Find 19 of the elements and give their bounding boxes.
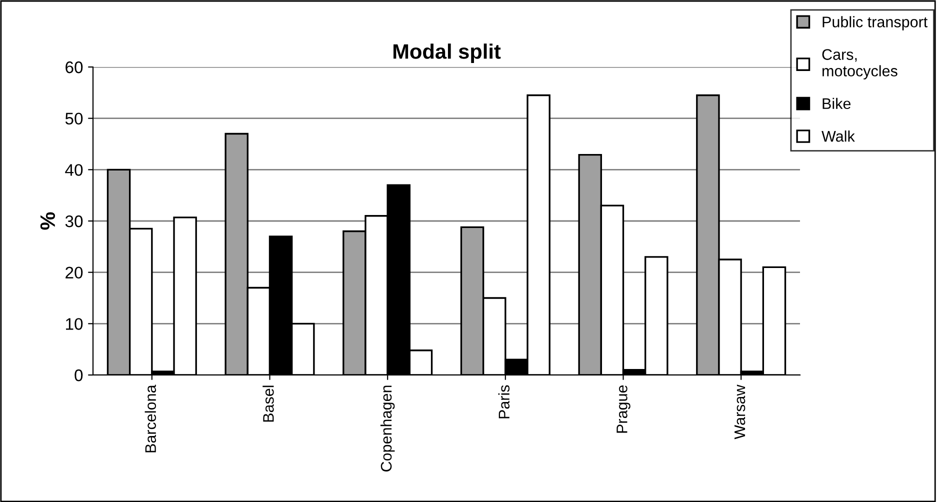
- x-tick-label: Copenhagen: [380, 386, 395, 472]
- y-tick-label: 50: [65, 112, 83, 125]
- chart-title: Modal split: [394, 44, 501, 63]
- legend-label: Walk: [822, 130, 855, 142]
- y-tick-label: 0: [74, 369, 83, 382]
- y-tick-label: 20: [66, 266, 83, 279]
- y-tick-label: 40: [65, 164, 83, 176]
- x-tick-label: Barcelona: [144, 384, 156, 452]
- y-tick-label: 60: [66, 61, 83, 74]
- x-tick-label: Prague: [616, 385, 630, 433]
- legend-label: Public transport: [822, 16, 928, 30]
- x-tick-label: Basel: [262, 386, 274, 422]
- y-axis-title: %: [40, 212, 56, 230]
- x-tick-label: Warsaw: [734, 384, 746, 440]
- x-tick-label: Paris: [498, 385, 510, 418]
- legend-label: Cars, motocycles: [822, 49, 898, 80]
- legend-label: Bike: [822, 98, 851, 110]
- y-tick-label: 30: [65, 215, 83, 228]
- y-tick-label: 10: [66, 318, 83, 330]
